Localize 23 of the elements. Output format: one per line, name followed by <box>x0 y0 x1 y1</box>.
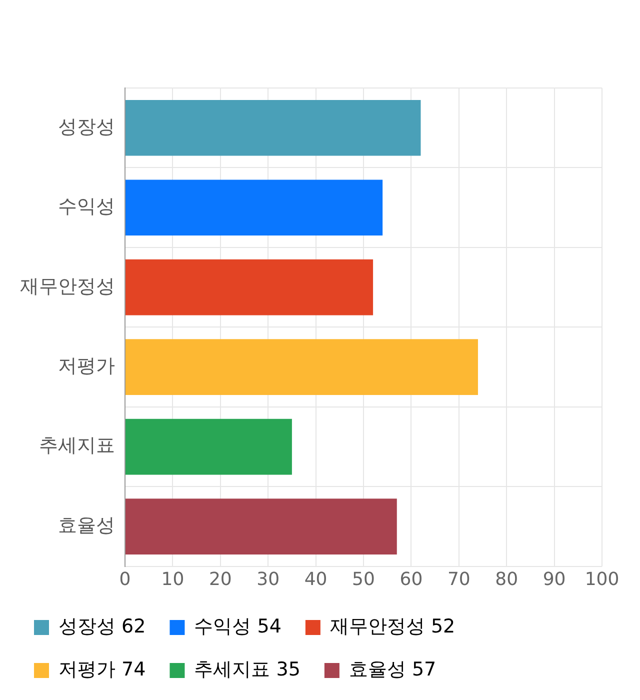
legend-label: 효율성 57 <box>348 658 436 680</box>
x-tick-label: 40 <box>304 568 328 590</box>
legend-label: 추세지표 35 <box>194 658 300 680</box>
y-tick-label: 성장성 <box>58 116 115 138</box>
legend-label: 수익성 54 <box>194 615 282 638</box>
x-tick-label: 70 <box>447 568 470 590</box>
y-tick-label: 효율성 <box>58 514 115 536</box>
x-tick-label: 60 <box>400 568 423 590</box>
x-tick-label: 80 <box>495 568 518 590</box>
y-tick-label: 수익성 <box>58 196 115 218</box>
legend-label: 재무안정성 52 <box>330 615 456 638</box>
y-tick-label: 재무안정성 <box>20 275 115 298</box>
x-tick-label: 50 <box>352 568 375 590</box>
y-tick-label: 저평가 <box>58 355 115 378</box>
x-tick-label: 10 <box>161 568 184 590</box>
legend-label: 성장성 62 <box>58 615 146 638</box>
y-tick-label: 추세지표 <box>39 434 115 457</box>
legend-label: 저평가 74 <box>58 658 146 680</box>
x-tick-label: 100 <box>584 568 620 590</box>
x-tick-label: 30 <box>256 568 280 590</box>
x-tick-label: 90 <box>542 568 566 590</box>
x-tick-label: 0 <box>119 568 131 590</box>
x-tick-label: 20 <box>208 568 232 590</box>
